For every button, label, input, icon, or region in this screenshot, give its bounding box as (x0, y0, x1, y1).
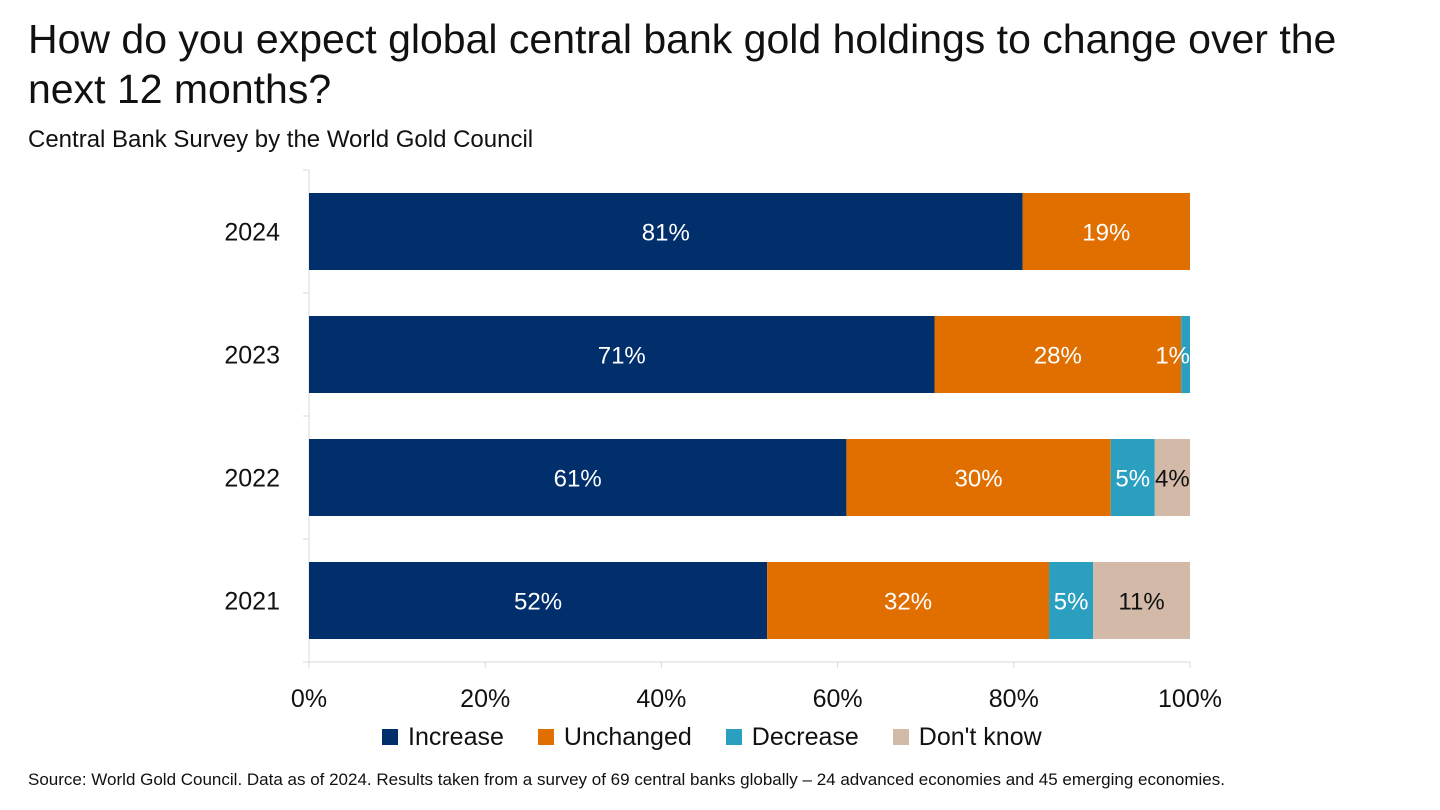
x-tick-label: 100% (1158, 685, 1222, 713)
category-label: 2024 (224, 219, 280, 247)
x-tick-label: 80% (989, 685, 1039, 713)
data-label: 81% (642, 220, 690, 247)
data-label: 30% (955, 466, 1003, 493)
legend-item: Unchanged (537, 720, 692, 754)
data-label: 52% (514, 589, 562, 616)
legend-label: Decrease (751, 723, 859, 751)
data-label: 5% (1115, 466, 1150, 493)
bar-segment (846, 439, 1111, 516)
data-label: 28% (1034, 343, 1082, 370)
legend-item: Don't know (892, 720, 1042, 754)
data-label: 5% (1054, 589, 1089, 616)
data-label: 4% (1155, 466, 1190, 493)
bar-segment (1110, 439, 1155, 516)
x-tick-label: 20% (460, 685, 510, 713)
chart-legend: Increase Unchanged Decrease Don't know (0, 720, 1440, 754)
data-label: 61% (554, 466, 602, 493)
bar-segment (934, 316, 1182, 393)
bar-segment (309, 193, 1023, 270)
legend-label: Unchanged (563, 723, 692, 751)
bar-segment (1093, 562, 1190, 639)
source-note: Source: World Gold Council. Data as of 2… (28, 770, 1225, 789)
legend-item: Increase (382, 720, 504, 754)
x-tick-label: 60% (813, 685, 863, 713)
legend-swatch (725, 729, 742, 745)
stacked-bar-chart: 0% 20% 40% 60% 80% 100% 2024 81% 19% 2023 71% 28% 1%… (224, 169, 1222, 713)
bar-segment (1154, 439, 1190, 516)
category-label: 2021 (224, 588, 280, 616)
data-label: 1% (1155, 343, 1190, 370)
legend-label: Increase (408, 723, 504, 751)
bar-segment (309, 562, 768, 639)
data-label: 11% (1118, 589, 1164, 616)
legend-item: Decrease (725, 720, 859, 754)
category-label: 2023 (224, 342, 280, 370)
data-label: 32% (884, 589, 932, 616)
data-label: 19% (1082, 220, 1130, 247)
bar-segment (309, 316, 935, 393)
bar-segment (309, 439, 847, 516)
chart-subtitle: Central Bank Survey by the World Gold Co… (28, 126, 534, 153)
legend-label: Don't know (918, 723, 1042, 751)
legend-swatch (892, 729, 909, 745)
category-label: 2022 (224, 465, 280, 493)
legend-swatch (537, 729, 554, 745)
bar-segment (1022, 193, 1190, 270)
bar-segment (767, 562, 1050, 639)
bar-segment (1181, 316, 1190, 393)
x-tick-label: 40% (636, 685, 686, 713)
data-label: 71% (598, 343, 646, 370)
x-tick-label: 0% (291, 685, 327, 713)
legend-swatch (382, 729, 398, 745)
bar-segment (1049, 562, 1094, 639)
page-title: How do you expect global central bank go… (28, 16, 1337, 112)
